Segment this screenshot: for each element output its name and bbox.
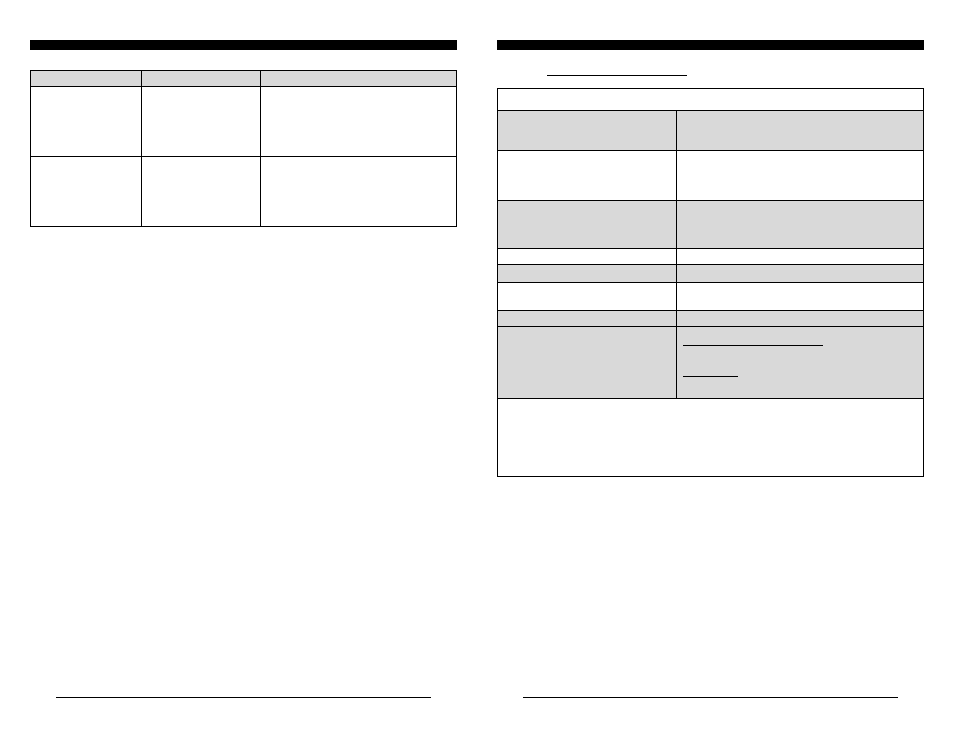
table-key-cell	[498, 265, 677, 283]
table-value-cell	[676, 249, 923, 265]
table-row	[498, 249, 924, 265]
table-key-cell	[498, 311, 677, 327]
value-underline	[683, 345, 823, 346]
table-value-cell	[676, 151, 923, 201]
right-table-bottom-strip	[498, 399, 924, 477]
right-table	[497, 88, 924, 477]
table-row	[31, 157, 457, 227]
table-value-cell	[676, 111, 923, 151]
table-cell	[261, 87, 457, 157]
left-column	[30, 40, 457, 698]
left-table-header-cell	[31, 71, 142, 87]
table-value-cell	[676, 327, 923, 399]
left-body	[30, 50, 457, 697]
table-cell	[31, 87, 142, 157]
table-row	[498, 265, 924, 283]
right-table-bottom-cell	[498, 399, 924, 477]
left-table-header-row	[31, 71, 457, 87]
left-table	[30, 70, 457, 227]
left-footer-rule	[56, 697, 432, 698]
right-table-top-cell	[498, 89, 924, 111]
table-row	[498, 283, 924, 311]
table-row	[498, 111, 924, 151]
table-row	[498, 311, 924, 327]
table-row	[31, 87, 457, 157]
table-value-cell	[676, 311, 923, 327]
right-column	[497, 40, 924, 698]
table-cell	[141, 157, 260, 227]
table-cell	[261, 157, 457, 227]
left-table-header-cell	[141, 71, 260, 87]
table-key-cell	[498, 111, 677, 151]
right-table-top-strip	[498, 89, 924, 111]
right-header-bar	[497, 40, 924, 50]
table-key-cell	[498, 249, 677, 265]
table-cell	[141, 87, 260, 157]
table-key-cell	[498, 283, 677, 311]
left-header-bar	[30, 40, 457, 50]
value-underline	[683, 376, 738, 377]
right-body	[497, 50, 924, 697]
table-value-cell	[676, 283, 923, 311]
table-row	[498, 151, 924, 201]
left-table-header-cell	[261, 71, 457, 87]
table-value-cell	[676, 265, 923, 283]
table-key-cell	[498, 201, 677, 249]
table-key-cell	[498, 327, 677, 399]
table-value-cell	[676, 201, 923, 249]
table-row	[498, 327, 924, 399]
right-footer-rule	[523, 697, 899, 698]
table-cell	[31, 157, 142, 227]
table-row	[498, 201, 924, 249]
right-top-underline	[547, 75, 687, 76]
table-key-cell	[498, 151, 677, 201]
